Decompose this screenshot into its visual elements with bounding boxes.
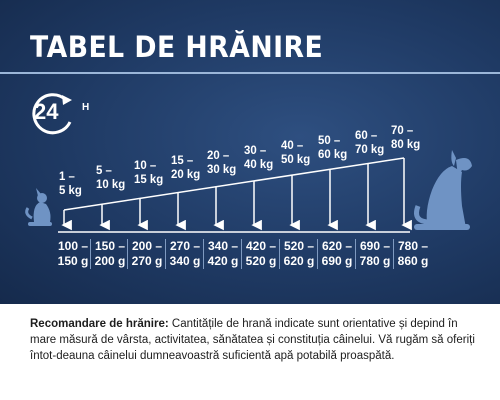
weight-label: 15 –20 kg [171, 153, 201, 181]
weight-label: 20 –30 kg [207, 148, 237, 176]
portion-separator [279, 239, 280, 269]
weight-label: 70 –80 kg [391, 123, 421, 151]
portion-label: 100 –150 g [57, 239, 89, 268]
diagonal-ramp [63, 157, 405, 211]
portion-separator [317, 239, 318, 269]
portion-label: 200 –270 g [131, 239, 163, 268]
weight-label: 5 –10 kg [96, 163, 126, 191]
clock-number: 24 [34, 99, 59, 124]
recommendation-text: Cantitățile de hrană indicate sunt orien… [30, 318, 475, 362]
portion-label: 780 –860 g [397, 239, 429, 268]
portion-label: 520 –620 g [283, 239, 315, 268]
clock-ring-icon [32, 93, 72, 135]
portion-label: 420 –520 g [245, 239, 277, 268]
clock-24h-icon: 24 H [26, 92, 89, 138]
arrow-group [61, 158, 412, 231]
portion-separator [393, 239, 394, 269]
portion-label: 690 –780 g [359, 239, 391, 268]
recommendation-label: Recomandare de hrănire: [30, 318, 169, 330]
portion-label: 340 –420 g [207, 239, 239, 268]
portion-label: 270 –340 g [169, 239, 201, 268]
feeding-table-panel: TABEL DE HRĂNIRE 24 H [0, 0, 500, 304]
page-title: TABEL DE HRĂNIRE [30, 30, 324, 64]
portion-label: 620 –690 g [321, 239, 353, 268]
weight-label: 40 –50 kg [281, 138, 311, 166]
weight-label: 10 –15 kg [134, 158, 164, 186]
portion-separator [90, 239, 91, 269]
weight-label: 1 –5 kg [59, 169, 82, 197]
weight-ramp [25, 150, 472, 231]
portion-separator [165, 239, 166, 269]
clock-unit: H [82, 102, 90, 113]
weight-label: 50 –60 kg [318, 133, 348, 161]
portion-separator [127, 239, 128, 269]
weight-label: 30 –40 kg [244, 143, 274, 171]
portion-label: 150 –200 g [94, 239, 126, 268]
small-dog-icon [25, 188, 52, 226]
portion-separator [355, 239, 356, 269]
portion-separator [203, 239, 204, 269]
portion-separator [241, 239, 242, 269]
large-dog-icon [414, 150, 472, 230]
weight-label: 60 –70 kg [355, 128, 385, 156]
title-divider [0, 72, 500, 74]
feeding-recommendation: Recomandare de hrănire: Cantitățile de h… [30, 316, 478, 364]
